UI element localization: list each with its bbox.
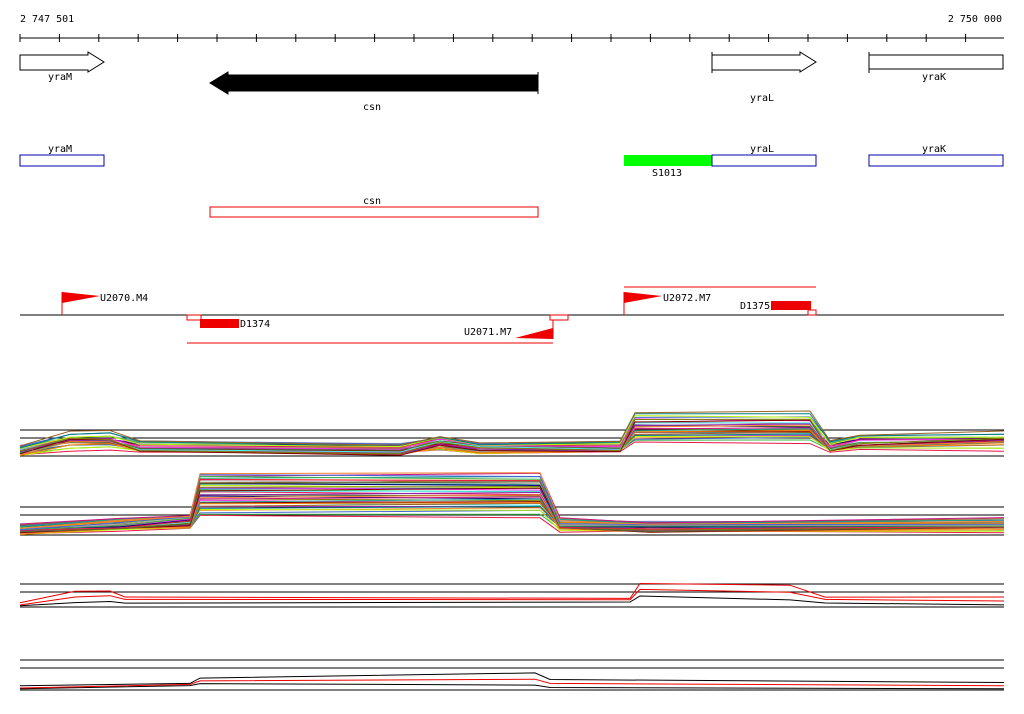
expression-traces	[19, 410, 1005, 691]
box-label: yraL	[750, 144, 774, 155]
trace	[19, 588, 1005, 606]
trace	[19, 672, 1005, 687]
trace	[19, 595, 1005, 607]
trace	[19, 472, 1005, 525]
flag	[515, 328, 553, 339]
element-edge	[549, 314, 569, 321]
ruler-end: 2 750 000	[948, 14, 1002, 25]
annotation-box	[19, 154, 105, 167]
flag	[62, 292, 100, 303]
annotation-box	[868, 154, 1004, 167]
element-box	[200, 319, 239, 328]
element-box	[771, 301, 811, 310]
trace	[19, 472, 1005, 529]
gene-label: yraM	[48, 72, 72, 83]
box-label: yraM	[48, 144, 72, 155]
feature-label: S1013	[652, 168, 682, 179]
gene-label: csn	[363, 102, 381, 113]
trace	[19, 413, 1005, 449]
feature-box	[624, 155, 712, 166]
gene-label: yraK	[922, 72, 946, 83]
trace	[19, 482, 1005, 530]
trace	[19, 474, 1005, 531]
element-label: U2071.M7	[464, 327, 512, 338]
ruler-start: 2 747 501	[20, 14, 74, 25]
element-label: D1375	[740, 301, 770, 312]
trace	[19, 485, 1005, 531]
ruler: 2 747 501 2 750 000	[19, 14, 1004, 42]
trace	[19, 481, 1005, 533]
element-label: U2070.M4	[100, 293, 148, 304]
annotation-box	[711, 154, 817, 167]
element-label: U2072.M7	[663, 293, 711, 304]
trace	[19, 418, 1005, 455]
gene-arrow	[19, 51, 105, 73]
element-edge	[807, 309, 817, 316]
trace	[19, 478, 1005, 531]
trace	[19, 475, 1005, 531]
box-label: csn	[363, 196, 381, 207]
element-label: D1374	[240, 319, 270, 330]
trace	[19, 410, 1005, 447]
gene-box	[868, 54, 1004, 70]
gene-arrow	[209, 71, 539, 95]
gene-arrow	[711, 51, 817, 73]
trace	[19, 683, 1005, 690]
trace	[19, 678, 1005, 689]
box-label: yraK	[922, 144, 946, 155]
element-edge	[186, 314, 202, 321]
flag	[624, 292, 662, 303]
annotation-box	[209, 206, 539, 218]
gene-label: yraL	[750, 93, 774, 104]
trace	[19, 582, 1005, 604]
